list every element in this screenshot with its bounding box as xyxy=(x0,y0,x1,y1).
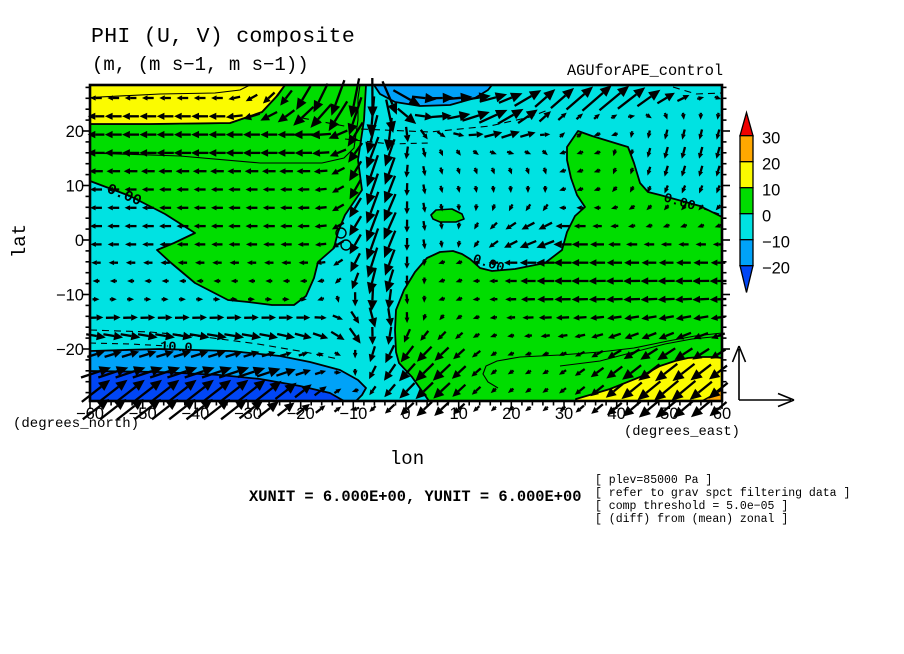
svg-text:0: 0 xyxy=(75,232,84,250)
svg-text:−10: −10 xyxy=(56,287,84,305)
svg-text:(degrees_north): (degrees_north) xyxy=(13,416,139,432)
svg-text:PHI (U, V) composite: PHI (U, V) composite xyxy=(91,25,355,49)
svg-text:(degrees_east): (degrees_east) xyxy=(624,424,740,440)
svg-text:−20: −20 xyxy=(287,405,315,423)
svg-text:AGUforAPE_control: AGUforAPE_control xyxy=(567,62,723,80)
svg-text:20: 20 xyxy=(502,405,520,423)
svg-text:−50: −50 xyxy=(129,405,157,423)
svg-text:20: 20 xyxy=(66,123,84,141)
svg-text:lon: lon xyxy=(390,448,424,470)
svg-text:−40: −40 xyxy=(181,405,209,423)
svg-text:(m, (m s−1, m s−1)): (m, (m s−1, m s−1)) xyxy=(92,54,309,76)
svg-text:30: 30 xyxy=(555,405,573,423)
svg-text:20: 20 xyxy=(762,156,780,174)
svg-text:50: 50 xyxy=(660,405,678,423)
svg-text:[ comp threshold = 5.0e−05 ]: [ comp threshold = 5.0e−05 ] xyxy=(595,500,788,513)
svg-text:10: 10 xyxy=(449,405,467,423)
svg-text:40: 40 xyxy=(607,405,625,423)
svg-text:−60: −60 xyxy=(76,405,104,423)
svg-text:30: 30 xyxy=(762,130,780,148)
svg-text:0: 0 xyxy=(401,405,410,423)
svg-text:[ plev=85000 Pa ]: [ plev=85000 Pa ] xyxy=(595,474,712,487)
svg-text:−20: −20 xyxy=(56,341,84,359)
svg-text:−20: −20 xyxy=(762,260,790,278)
svg-text:lat: lat xyxy=(9,224,31,258)
svg-text:0: 0 xyxy=(762,208,771,226)
svg-text:60: 60 xyxy=(713,405,731,423)
svg-text:XUNIT = 6.000E+00, YUNIT = 6.0: XUNIT = 6.000E+00, YUNIT = 6.000E+00 xyxy=(249,488,582,506)
svg-text:10.0: 10.0 xyxy=(160,340,193,357)
svg-text:[ (diff) from (mean) zonal ]: [ (diff) from (mean) zonal ] xyxy=(595,513,788,526)
svg-text:−30: −30 xyxy=(234,405,262,423)
svg-text:−10: −10 xyxy=(762,234,790,252)
svg-text:−10: −10 xyxy=(339,405,367,423)
svg-text:10: 10 xyxy=(762,182,780,200)
svg-text:10: 10 xyxy=(66,178,84,196)
svg-text:[ refer to grav spct filtering: [ refer to grav spct filtering data ] xyxy=(595,487,850,500)
